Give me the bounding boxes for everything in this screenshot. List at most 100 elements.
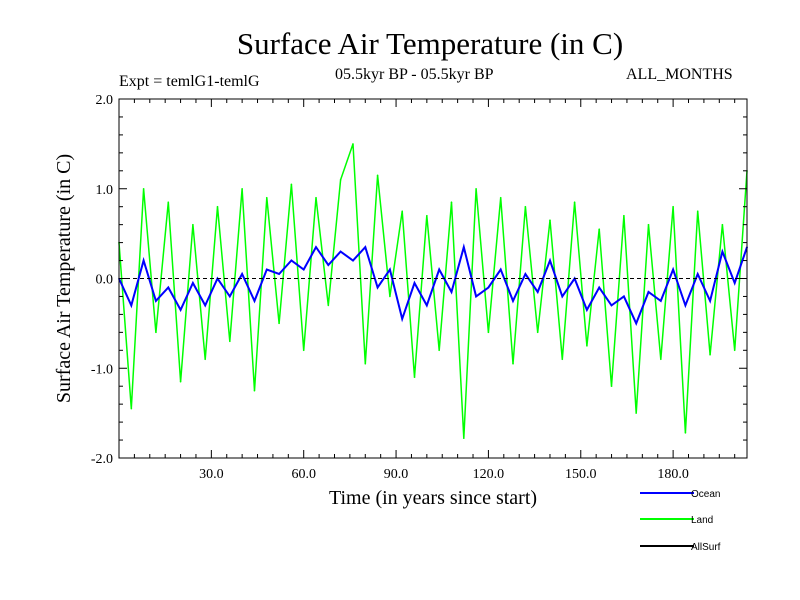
series-ocean-point	[389, 268, 391, 271]
series-land-point	[524, 205, 527, 208]
series-ocean-point	[660, 300, 662, 302]
series-land-point	[561, 358, 564, 361]
series-land-point	[241, 187, 243, 190]
series-land-point	[733, 349, 736, 352]
x-tick-label: 120.0	[473, 467, 505, 482]
series-land-point	[462, 437, 465, 440]
series-ocean-point	[512, 300, 514, 302]
x-axis-title: Time (in years since start)	[329, 487, 537, 509]
series-land-point	[709, 353, 711, 356]
series-ocean-point	[167, 286, 170, 289]
series-ocean-point	[364, 246, 367, 248]
series-land-point	[438, 349, 440, 352]
series-ocean-point	[598, 286, 601, 289]
series-ocean-point	[155, 300, 157, 302]
series-land-point	[389, 295, 391, 298]
series-land-point	[290, 183, 293, 186]
series-land-point	[167, 201, 170, 204]
series-land-point	[647, 223, 650, 226]
series-ocean-point	[684, 304, 687, 307]
series-ocean-point	[315, 246, 317, 248]
series-ocean-point	[549, 259, 551, 262]
series-land-point	[450, 201, 453, 204]
y-tick-label: -1.0	[91, 362, 113, 377]
series-ocean-point	[302, 268, 305, 271]
series-ocean-point	[179, 309, 182, 311]
x-tick-label: 150.0	[565, 467, 597, 482]
series-ocean-point	[487, 286, 490, 289]
series-ocean-point	[290, 259, 293, 262]
series-ocean-point	[610, 304, 613, 307]
tick-layer: 30.0 60.0 90.0 120.0 150.0 180.0 2.0 1.0 0.0 -1.0…	[91, 93, 747, 482]
series-ocean-point	[672, 268, 674, 271]
series-ocean-point	[450, 291, 453, 293]
series-ocean-point	[426, 304, 428, 307]
series-ocean-point	[524, 273, 527, 275]
series-land-line	[118, 143, 748, 439]
series-land-point	[487, 331, 490, 334]
series-ocean-point	[499, 268, 502, 271]
series-land-point	[229, 340, 231, 343]
series-ocean-point	[635, 322, 637, 325]
series-ocean-point	[623, 295, 625, 298]
series-ocean-point	[192, 282, 194, 284]
series-land-point	[426, 214, 428, 217]
series-land-point	[512, 362, 514, 365]
series-land-point	[401, 210, 404, 212]
series-land-point	[204, 358, 206, 361]
series-land-point	[216, 205, 219, 208]
series-ocean-point	[438, 268, 440, 271]
series-ocean-line	[118, 243, 748, 326]
x-tick-label: 180.0	[657, 467, 689, 482]
series-land-point	[573, 201, 576, 204]
series-ocean-point	[462, 246, 465, 248]
series-land-point	[376, 174, 379, 177]
series-land-point	[536, 331, 539, 334]
series-layer	[118, 143, 748, 440]
series-ocean-point	[647, 291, 650, 293]
series-land-point	[327, 304, 330, 307]
series-ocean-point	[253, 300, 256, 302]
legend-label-land: Land	[691, 515, 713, 526]
series-ocean-point	[376, 286, 379, 289]
chart-title: Surface Air Temperature (in C)	[236, 26, 624, 61]
series-land-point	[672, 205, 674, 208]
x-tick-label: 30.0	[199, 467, 224, 482]
series-land-point	[179, 380, 182, 383]
series-ocean-point	[265, 268, 268, 271]
series-land-point	[499, 196, 502, 199]
series-ocean-point	[241, 273, 243, 275]
series-land-point	[278, 322, 280, 325]
legend-label-ocean: Ocean	[691, 489, 720, 500]
series-ocean-point	[709, 300, 711, 302]
x-tick-label: 90.0	[384, 467, 409, 482]
series-land-point	[623, 214, 625, 217]
series-ocean-point	[229, 295, 231, 298]
series-ocean-point	[401, 318, 404, 320]
series-land-point	[352, 143, 354, 145]
series-land-point	[192, 223, 194, 226]
series-ocean-point	[696, 273, 699, 275]
series-land-point	[142, 187, 145, 190]
series-land-point	[475, 187, 477, 190]
series-ocean-point	[142, 259, 145, 262]
series-land-point	[610, 385, 613, 388]
series-land-point	[684, 432, 687, 434]
series-ocean-point	[475, 295, 477, 298]
series-land-point	[586, 345, 588, 347]
series-land-point	[660, 358, 662, 361]
series-land-point	[364, 362, 367, 365]
series-land-point	[130, 407, 133, 410]
series-ocean-point	[561, 295, 564, 298]
y-tick-label: 2.0	[96, 93, 114, 108]
series-land-point	[265, 196, 268, 199]
y-tick-label: 1.0	[96, 183, 114, 198]
series-ocean-point	[339, 250, 342, 253]
y-tick-label: 0.0	[96, 273, 114, 288]
y-axis-title: Surface Air Temperature (in C)	[53, 154, 75, 403]
series-land-point	[721, 223, 724, 226]
series-land-point	[253, 389, 256, 392]
series-ocean-point	[586, 309, 588, 311]
series-ocean-point	[204, 304, 206, 307]
